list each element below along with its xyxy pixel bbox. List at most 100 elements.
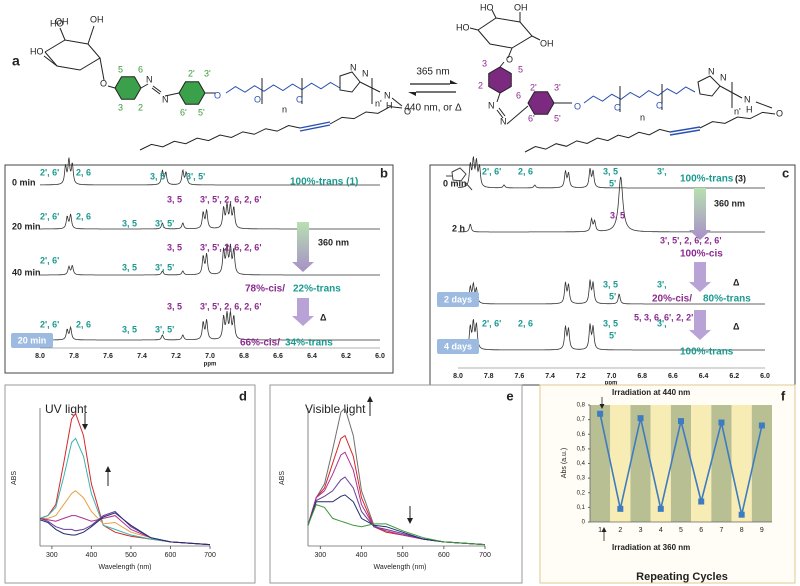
x-tick-label: 8.0 (453, 373, 463, 380)
y-axis-label: ABS (279, 471, 286, 485)
peak-label: 2', 6' (40, 167, 59, 177)
peak-label: 3, 5 (122, 324, 137, 334)
x-tick-label: 6.8 (637, 373, 647, 380)
process-arrow (292, 298, 314, 326)
panel-label: f (781, 388, 786, 403)
y-tick-label: 0,5 (577, 446, 586, 452)
time-box (437, 339, 479, 354)
arrow-head (367, 396, 373, 402)
atom-label: N (744, 94, 751, 104)
peak-label: 3, 5 (122, 262, 137, 272)
arrow-head (82, 424, 88, 430)
bond (139, 125, 301, 151)
time-label: 20 min (12, 221, 41, 231)
process-arrow (292, 222, 314, 272)
x-tick-label: 7.6 (515, 373, 525, 380)
atom-label: N (500, 116, 507, 126)
peak-label: 2', 6' (482, 318, 501, 328)
atom-label: N (362, 68, 369, 78)
atom-label: 6' (180, 107, 187, 117)
atom-label: O (100, 78, 107, 88)
time-label: 20 min (18, 335, 47, 345)
annotation: 100%-cis (680, 249, 723, 260)
y-tick-label: 0,4 (577, 461, 586, 467)
peak-label: 3', (657, 279, 667, 289)
x-tick-label: 300 (46, 552, 58, 559)
nmr-trace (40, 157, 380, 186)
data-point (678, 418, 684, 425)
atom-label: HO (50, 18, 64, 28)
ring (527, 91, 555, 115)
data-point (718, 419, 725, 426)
peak-label: 3, 5 (603, 318, 618, 328)
atom-label: O (404, 106, 411, 116)
process-arrow (689, 310, 711, 340)
x-axis-label: Wavelength (nm) (98, 564, 151, 571)
annotation: (3) (735, 173, 746, 183)
peak-label: 2', 6' (482, 166, 501, 176)
atom-label: 5' (198, 107, 205, 117)
atom-label: O (254, 94, 261, 104)
ring (339, 71, 361, 93)
atom-label: O (656, 100, 663, 110)
bond (44, 39, 101, 71)
peak-label: 3, 5 (167, 242, 182, 252)
bond (359, 81, 381, 93)
x-tick-label: 500 (125, 552, 137, 559)
bond (491, 9, 497, 19)
x-tick-label: 600 (165, 552, 177, 559)
panel-box (4, 384, 256, 584)
x-tick-label: 6.2 (341, 353, 351, 360)
ring (178, 81, 206, 105)
bond (99, 57, 105, 81)
x-tick-label: 7.2 (171, 353, 181, 360)
atom-label: 5' (554, 113, 561, 123)
y-axis-label: Abs (a.u.) (561, 448, 568, 478)
data-point (698, 498, 705, 505)
atom-label: O (506, 54, 513, 64)
data-point (738, 511, 745, 518)
annotation: Δ (733, 277, 740, 287)
x-axis-label: Repeating Cycles (636, 571, 728, 583)
peak-label: 3, 5 (122, 218, 137, 228)
panel-box (269, 384, 523, 584)
bond (151, 87, 161, 95)
x-tick-label: 7.0 (205, 353, 215, 360)
bond (87, 25, 95, 45)
time-label: 0 min (443, 178, 467, 188)
ring (697, 75, 721, 97)
bond (140, 83, 149, 89)
time-label: 2 h (452, 223, 465, 233)
background-band (731, 405, 752, 522)
atom-label: N (162, 94, 169, 104)
peak-label: 3, 5 (603, 166, 618, 176)
peak-label: 3', 5', 2, 6, 2, 6' (200, 242, 261, 252)
time-box (11, 333, 53, 348)
arrow-head (450, 80, 458, 84)
bond (469, 27, 479, 31)
process-arrow (689, 262, 711, 292)
x-tick-label: 2 (618, 527, 622, 534)
atom-label: H (746, 104, 753, 114)
nmr-trace (40, 202, 380, 230)
bond (152, 85, 162, 93)
panel-label: a (12, 53, 20, 69)
time-box (437, 292, 479, 307)
x-tick-label: 6.0 (375, 353, 385, 360)
arrow-head (407, 518, 413, 524)
x-tick-label: 7 (719, 527, 723, 534)
atom-label: OH (514, 2, 528, 12)
annotation: 20%-cis/ (652, 294, 692, 305)
x-tick-label: 500 (397, 552, 409, 559)
x-tick-label: 7.8 (484, 373, 494, 380)
nmr-trace (40, 310, 380, 341)
peak-label: 2, 6 (76, 211, 91, 221)
x-tick-label: 7.4 (545, 373, 555, 380)
bond (669, 126, 701, 133)
atom-label: 5 (118, 64, 123, 74)
atom-label: HO (456, 22, 470, 32)
peak-label: 3', 5' (186, 171, 205, 181)
annotation: Δ (733, 321, 740, 331)
atom-label: 6 (516, 90, 521, 100)
